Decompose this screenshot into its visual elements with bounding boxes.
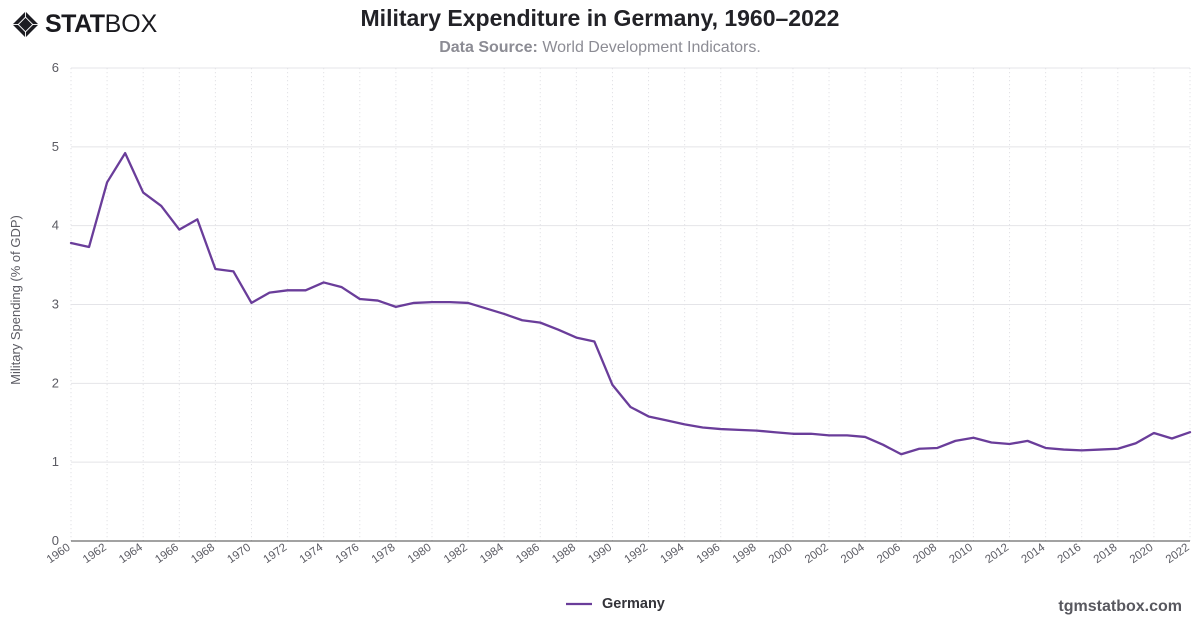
svg-text:1: 1	[52, 454, 59, 469]
svg-text:1996: 1996	[695, 542, 723, 567]
svg-text:1982: 1982	[442, 542, 470, 567]
svg-text:1978: 1978	[370, 542, 398, 567]
svg-text:1986: 1986	[514, 542, 542, 567]
svg-text:1966: 1966	[153, 542, 181, 567]
svg-text:1974: 1974	[298, 541, 326, 566]
svg-text:2018: 2018	[1092, 542, 1120, 567]
svg-text:1990: 1990	[586, 542, 614, 567]
svg-text:2002: 2002	[803, 542, 831, 567]
svg-text:1980: 1980	[406, 542, 434, 567]
svg-text:1968: 1968	[189, 542, 217, 567]
svg-text:2020: 2020	[1128, 542, 1156, 567]
svg-text:0: 0	[52, 533, 59, 548]
svg-text:1962: 1962	[81, 542, 109, 567]
svg-text:2008: 2008	[911, 542, 939, 567]
svg-text:2010: 2010	[947, 542, 975, 567]
svg-text:2022: 2022	[1164, 542, 1192, 567]
svg-text:2016: 2016	[1056, 542, 1084, 567]
svg-text:2: 2	[52, 375, 59, 390]
svg-text:2006: 2006	[875, 542, 903, 567]
svg-text:1972: 1972	[261, 542, 289, 567]
svg-text:3: 3	[52, 297, 59, 312]
svg-text:1994: 1994	[659, 541, 687, 566]
svg-text:2000: 2000	[767, 542, 795, 567]
svg-text:5: 5	[52, 139, 59, 154]
svg-text:1976: 1976	[334, 542, 362, 567]
svg-text:1964: 1964	[117, 541, 145, 566]
svg-text:1984: 1984	[478, 541, 506, 566]
svg-text:1970: 1970	[225, 542, 253, 567]
svg-text:1988: 1988	[550, 542, 578, 567]
svg-text:1992: 1992	[622, 542, 650, 567]
svg-text:4: 4	[52, 218, 59, 233]
svg-text:2012: 2012	[983, 542, 1011, 567]
svg-text:2014: 2014	[1019, 541, 1047, 566]
svg-text:1998: 1998	[731, 542, 759, 567]
svg-text:2004: 2004	[839, 541, 867, 566]
svg-text:6: 6	[52, 60, 59, 75]
